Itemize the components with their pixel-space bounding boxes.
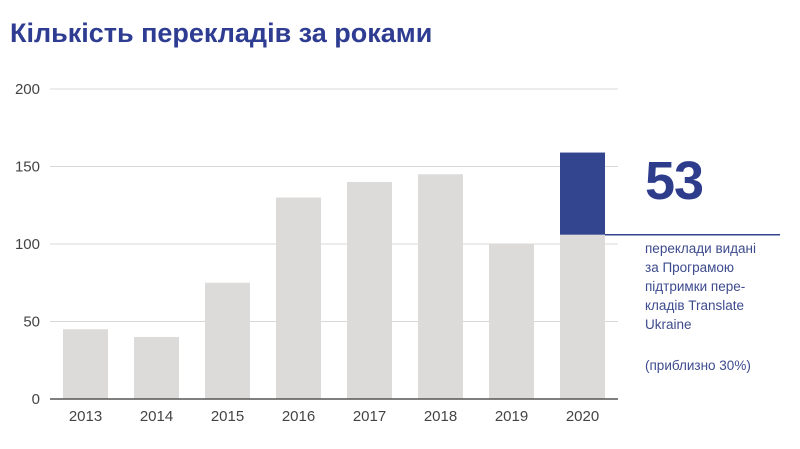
x-tick-label: 2017: [353, 408, 386, 425]
bar-2013: [63, 329, 108, 399]
bar-2020: [560, 234, 605, 399]
y-tick-label: 100: [15, 236, 40, 253]
y-tick-label: 0: [32, 391, 40, 408]
bar-2014: [134, 337, 179, 399]
bar-2019: [489, 244, 534, 399]
annotation-line: за Програмою: [645, 260, 735, 275]
y-tick-label: 50: [23, 314, 40, 331]
bar-2020: [560, 152, 605, 235]
annotation-text: переклади видані за Програмою підтримки …: [645, 239, 785, 334]
x-tick-label: 2020: [566, 408, 599, 425]
bar-2017: [347, 182, 392, 399]
bar-2018: [418, 174, 463, 399]
x-tick-label: 2013: [69, 408, 102, 425]
annotation-line: підтримки пере-: [645, 279, 746, 294]
bar-2016: [276, 197, 321, 399]
chart-title: Кількість перекладів за роками: [10, 18, 433, 48]
x-tick-label: 2014: [140, 408, 173, 425]
annotation-line: кладів Translate: [645, 298, 745, 313]
annotation-note: (приблизно 30%): [645, 358, 751, 373]
annotation-line: переклади видані: [645, 241, 756, 256]
annotation-line: Ukraine: [645, 317, 692, 332]
x-tick-label: 2016: [282, 408, 315, 425]
y-tick-label: 150: [15, 159, 40, 176]
bar-2015: [205, 282, 250, 399]
x-tick-label: 2018: [424, 408, 457, 425]
annotation-value: 53: [645, 151, 704, 211]
x-tick-label: 2019: [495, 408, 528, 425]
y-tick-label: 200: [15, 81, 40, 98]
x-tick-label: 2015: [211, 408, 244, 425]
